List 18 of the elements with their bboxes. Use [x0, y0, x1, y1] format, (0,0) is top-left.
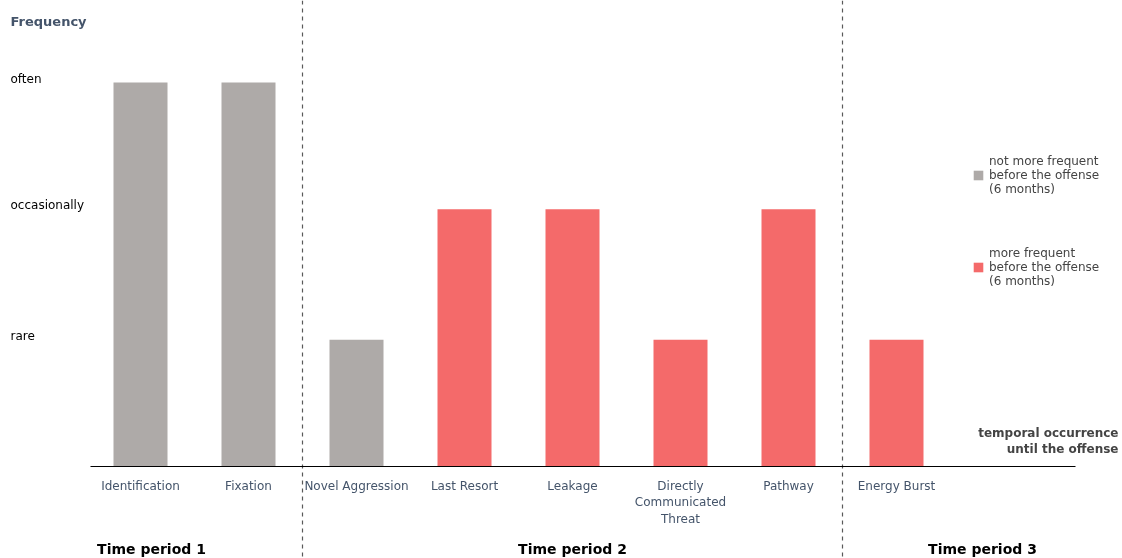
x-tick-label: Pathway [763, 478, 814, 493]
text: Time period 2 [518, 540, 627, 557]
x-axis-title: temporal occurrence until the offense [978, 425, 1119, 457]
x-tick-label: Last Resort [430, 478, 499, 493]
text: often [10, 71, 42, 86]
y-axis-title: Frequency [10, 13, 88, 29]
text: occasionally [10, 198, 85, 213]
text: Time period 3 [928, 540, 1037, 557]
x-tick-label: Identification [101, 478, 180, 493]
x-tick-label: Fixation [225, 478, 272, 493]
x-tick-label: Energy Burst [857, 478, 936, 493]
legend-label: more frequent before the offense (6 months) [989, 246, 1100, 288]
legend-label: not more frequent before the offense (6 months) [989, 154, 1100, 196]
text: Time period 1 [97, 540, 206, 557]
x-tick-label: Directly Communicated Threat [634, 478, 727, 527]
x-tick-label: Novel Aggression [304, 478, 409, 493]
x-tick-label: Leakage [547, 478, 598, 493]
text: rare [10, 328, 35, 343]
